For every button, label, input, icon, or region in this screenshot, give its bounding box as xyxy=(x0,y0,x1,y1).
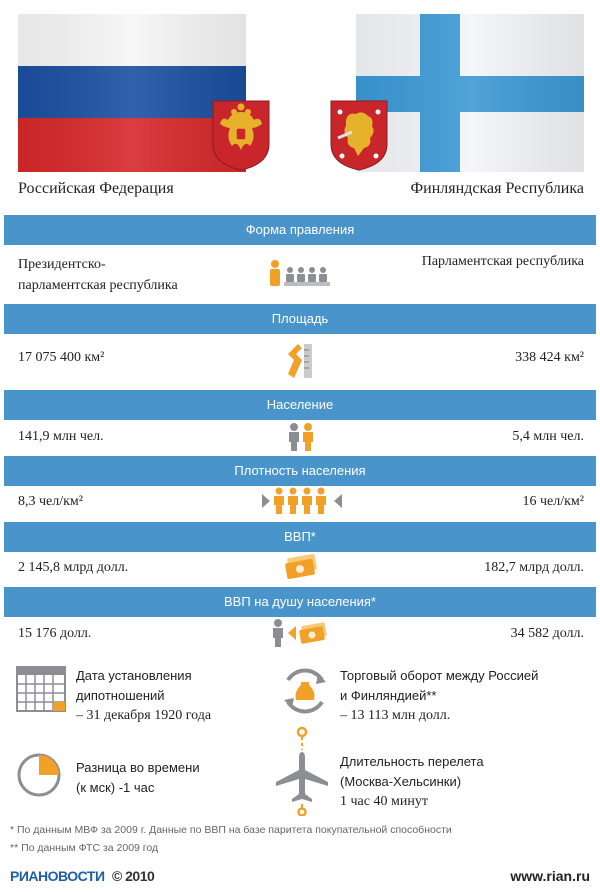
area-ruler-icon xyxy=(284,340,318,380)
finland-name: Финляндская Республика xyxy=(410,180,584,197)
density-people-icon xyxy=(262,486,342,516)
russia-gdp: 2 145,8 млрд долл. xyxy=(18,560,129,575)
diplomacy-date: – 31 декабря 1920 года xyxy=(76,708,212,723)
timezone-info: Разница во времени (к мск) -1 час xyxy=(76,758,200,798)
trade-cycle-icon xyxy=(278,664,332,718)
trade-info: Торговый оборот между Россией и Финлянди… xyxy=(340,666,538,726)
population-people-icon xyxy=(286,422,316,452)
russia-government-form: Президентско- парламентская республика xyxy=(18,257,178,293)
diplomacy-info: Дата установления дипотношений – 31 дека… xyxy=(76,666,211,726)
footnote-imf: * По данным МВФ за 2009 г. Данные по ВВП… xyxy=(10,824,452,836)
section-header-gdp-per-capita: ВВП на душу населения* xyxy=(4,587,596,617)
money-icon xyxy=(284,554,318,580)
flight-line-2: (Москва-Хельсинки) xyxy=(340,774,462,789)
finland-flag xyxy=(356,14,584,172)
section-header-gdp: ВВП* xyxy=(4,522,596,552)
trade-line-2: и Финляндией** xyxy=(340,688,437,703)
trade-amount: – 13 113 млн долл. xyxy=(340,708,451,723)
finland-density: 16 чел/км² xyxy=(522,494,585,509)
section-header-population: Население xyxy=(4,390,596,420)
finland-government-form: Парламентская республика xyxy=(421,254,584,269)
site-link[interactable]: www.rian.ru xyxy=(510,868,590,884)
section-header-area: Площадь xyxy=(4,304,596,334)
finland-gdp-per-capita: 34 582 долл. xyxy=(510,626,584,641)
flight-line-1: Длительность перелета xyxy=(340,754,484,769)
flight-info: Длительность перелета (Москва-Хельсинки)… xyxy=(340,752,484,812)
finland-coat-of-arms-icon xyxy=(328,98,390,172)
airplane-route-icon xyxy=(272,726,332,817)
finland-population: 5,4 млн чел. xyxy=(512,429,584,444)
russia-name: Российская Федерация xyxy=(18,180,174,197)
timezone-line-1: Разница во времени xyxy=(76,760,200,775)
finland-area: 338 424 км² xyxy=(515,350,584,365)
diplomacy-line-2: дипотношений xyxy=(76,688,165,703)
finland-gdp: 182,7 млрд долл. xyxy=(484,560,584,575)
person-money-icon xyxy=(270,618,330,648)
russia-gdp-per-capita: 15 176 долл. xyxy=(18,626,92,641)
clock-icon xyxy=(16,752,62,798)
diplomacy-line-1: Дата установления xyxy=(76,668,192,683)
flight-duration: 1 час 40 минут xyxy=(340,794,428,809)
timezone-line-2: (к мск) -1 час xyxy=(76,780,155,795)
section-header-government-form: Форма правления xyxy=(4,215,596,245)
ria-logo-text: РИАНОВОСТИ xyxy=(10,868,105,884)
footnote-fts: ** По данным ФТС за 2009 год xyxy=(10,842,159,854)
russia-flag xyxy=(18,14,246,172)
russia-coat-of-arms-icon xyxy=(210,98,272,172)
copyright: © 2010 xyxy=(111,868,155,884)
section-header-density: Плотность населения xyxy=(4,456,596,486)
ria-novosti-logo: РИАНОВОСТИ © 2010 xyxy=(10,868,155,884)
calendar-icon xyxy=(16,666,66,712)
russia-area: 17 075 400 км² xyxy=(18,350,105,365)
russia-density: 8,3 чел/км² xyxy=(18,494,83,509)
government-icon xyxy=(266,258,336,288)
trade-line-1: Торговый оборот между Россией xyxy=(340,668,539,683)
russia-population: 141,9 млн чел. xyxy=(18,429,104,444)
